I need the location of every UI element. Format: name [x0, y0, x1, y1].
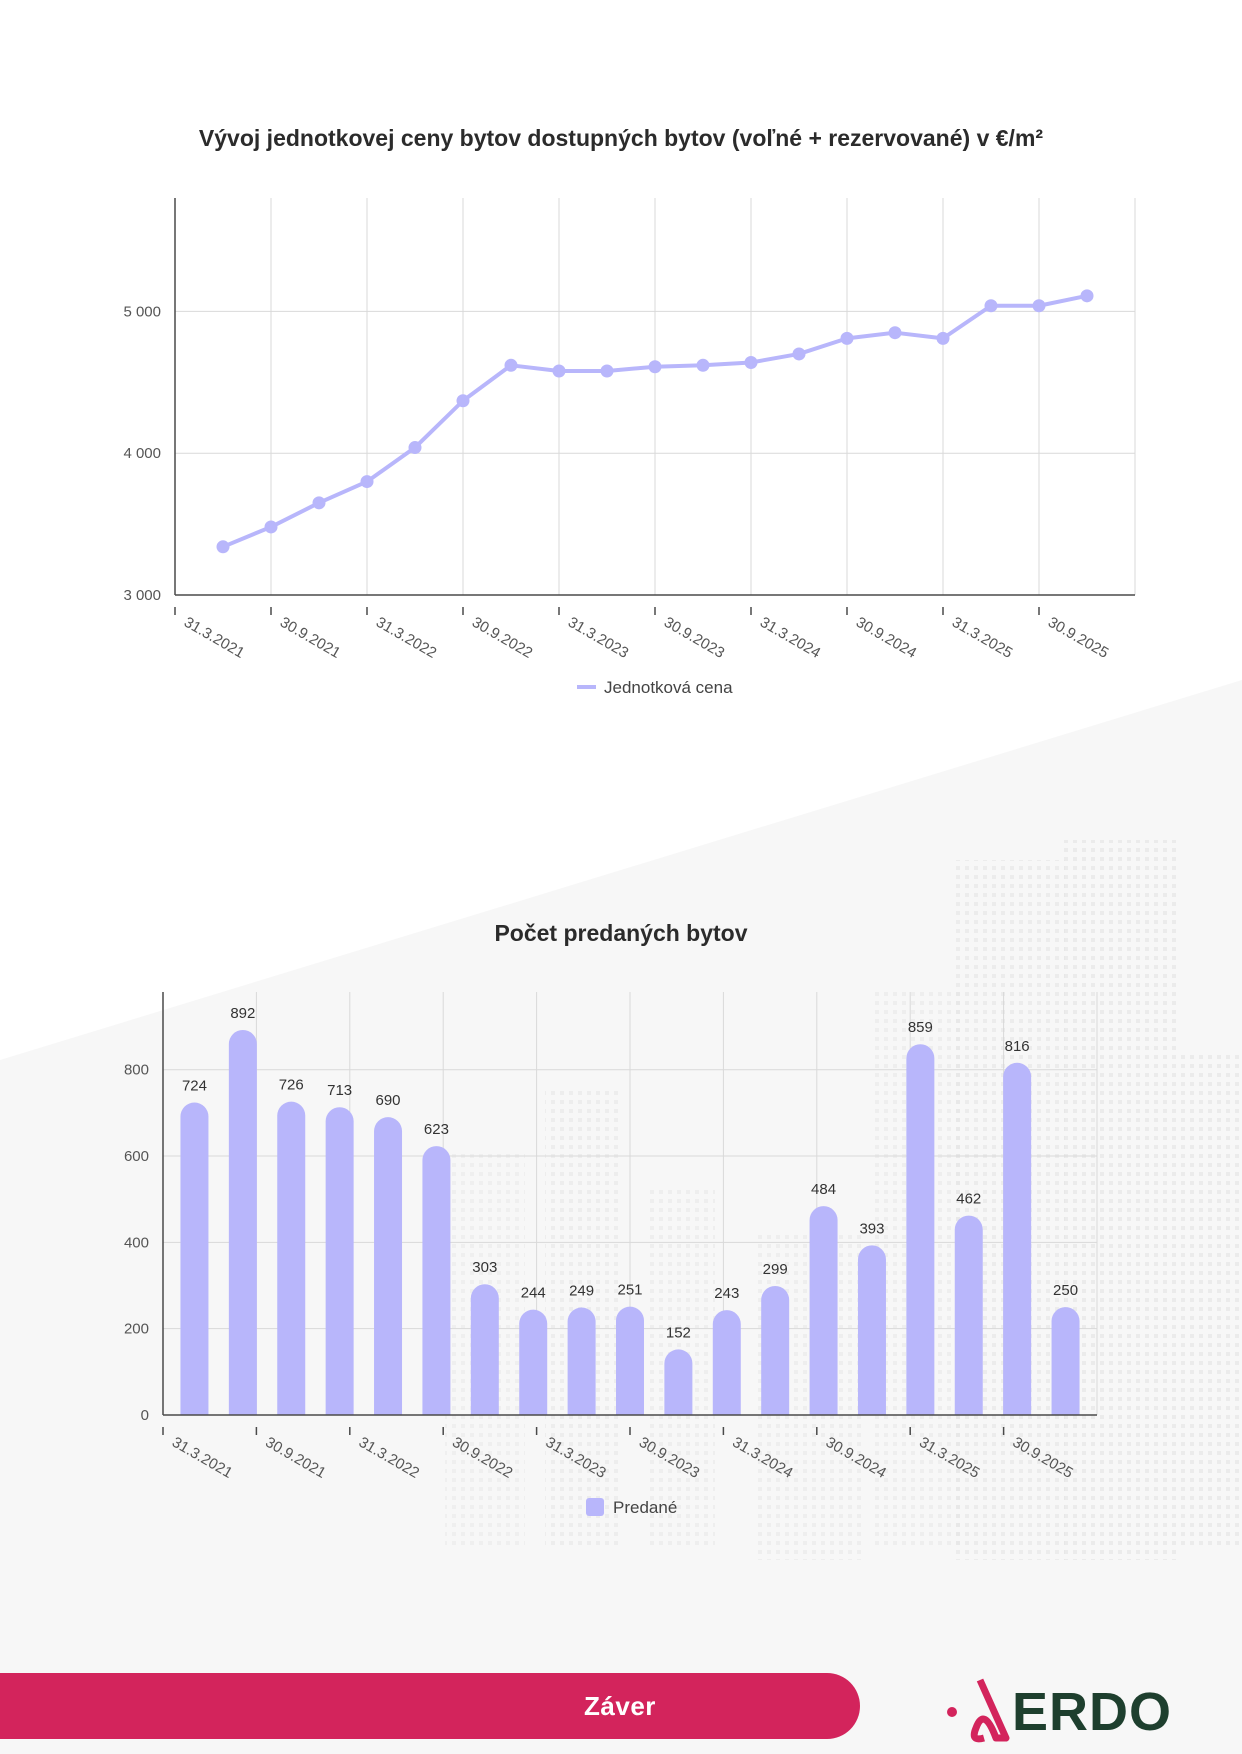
- bar: [712, 1310, 741, 1415]
- line-data-point: [840, 331, 854, 345]
- bar: [761, 1285, 790, 1415]
- bar: [664, 1349, 693, 1415]
- bar-chart-svg: 0 200 400 600 800 31.3.2021 30.9.2021 31.3.2022…: [124, 992, 1098, 1517]
- bar: [325, 1107, 354, 1415]
- bar-x-tick-label: 31.3.2021: [169, 1434, 235, 1482]
- bar-y-tick-label: 400: [124, 1234, 149, 1251]
- line-data-point: [696, 358, 710, 372]
- bar-value-label: 724: [182, 1077, 207, 1094]
- line-data-point: [744, 355, 758, 369]
- bar: [809, 1206, 838, 1415]
- bar-x-tick-label: 30.9.2022: [449, 1434, 515, 1482]
- line-data-point: [984, 299, 998, 313]
- bar: [616, 1306, 644, 1415]
- footer-section-banner[interactable]: Záver: [0, 1673, 860, 1739]
- line-data-point: [1080, 289, 1094, 303]
- line-chart-svg: 3 000 4 000 5 000 31.3.2021 30.9.2021 31.3.20…: [123, 198, 1136, 697]
- bar-y-tick-label: 200: [124, 1321, 149, 1338]
- bar-x-tick-label: 31.3.2022: [356, 1434, 422, 1482]
- line-x-tick-label: 30.9.2022: [469, 614, 535, 662]
- line-legend-label: Jednotková cena: [604, 678, 733, 697]
- bar: [1003, 1062, 1032, 1415]
- bar-x-tick-label: 31.3.2023: [543, 1434, 609, 1482]
- bar: [906, 1044, 935, 1415]
- bar-value-label: 892: [230, 1005, 255, 1022]
- bar: [422, 1146, 451, 1415]
- bar-chart-title: Počet predaných bytov: [494, 920, 748, 946]
- bar: [1051, 1307, 1080, 1415]
- bar-value-label: 243: [714, 1285, 739, 1302]
- erdo-logo-mark-icon: [947, 1678, 1010, 1743]
- bar: [374, 1117, 403, 1415]
- line-x-tick-label: 31.3.2024: [757, 614, 823, 662]
- erdo-logo: ERDO: [944, 1676, 1176, 1744]
- line-chart-title: Vývoj jednotkovej ceny bytov dostupných …: [198, 125, 1044, 151]
- line-data-point: [792, 347, 806, 361]
- line-x-tick-label: 31.3.2022: [373, 614, 439, 662]
- line-data-point: [216, 540, 230, 554]
- erdo-logo-text: ERDO: [1012, 1682, 1173, 1742]
- sales-bar-chart: Počet predaných bytov 0 200 400 600 800 31.3.…: [0, 890, 1242, 1530]
- line-y-tick-label: 4 000: [123, 445, 161, 462]
- bar-x-tick-label: 30.9.2025: [1010, 1434, 1076, 1482]
- bar-value-label: 816: [1005, 1038, 1030, 1055]
- bar-legend-swatch: [586, 1498, 604, 1516]
- bar-value-label: 393: [859, 1220, 884, 1237]
- line-data-point: [600, 364, 614, 378]
- bar: [470, 1284, 499, 1415]
- bar: [519, 1309, 548, 1415]
- bar-value-label: 250: [1053, 1282, 1078, 1299]
- bar-value-label: 152: [666, 1324, 691, 1341]
- line-data-point: [552, 364, 566, 378]
- line-y-tick-label: 5 000: [123, 303, 161, 320]
- bar-value-label: 303: [472, 1259, 497, 1276]
- line-data-point: [360, 475, 374, 489]
- bar: [857, 1245, 886, 1415]
- bar-y-tick-label: 0: [141, 1407, 149, 1424]
- bar-x-tick-label: 30.9.2023: [636, 1434, 702, 1482]
- line-data-point: [456, 394, 470, 408]
- bar-value-label: 713: [327, 1082, 352, 1099]
- bar: [180, 1102, 209, 1415]
- line-x-tick-label: 31.3.2025: [949, 614, 1015, 662]
- line-data-point: [408, 441, 422, 455]
- bar-x-tick-label: 30.9.2021: [262, 1434, 328, 1482]
- bar-value-label: 462: [956, 1191, 981, 1208]
- bar-value-label: 726: [279, 1077, 304, 1094]
- line-x-tick-label: 30.9.2023: [661, 614, 727, 662]
- bar-value-label: 859: [908, 1019, 933, 1036]
- price-line-chart: Vývoj jednotkovej ceny bytov dostupných …: [0, 100, 1242, 720]
- bar-x-tick-label: 31.3.2024: [729, 1434, 795, 1482]
- bar-value-label: 623: [424, 1121, 449, 1138]
- bar-value-label: 244: [521, 1285, 546, 1302]
- bar-x-tick-label: 31.3.2025: [916, 1434, 982, 1482]
- bar-value-label: 690: [376, 1092, 401, 1109]
- line-x-tick-label: 31.3.2023: [565, 614, 631, 662]
- line-x-tick-label: 31.3.2021: [181, 614, 247, 662]
- bar-y-tick-label: 800: [124, 1062, 149, 1079]
- line-y-tick-label: 3 000: [123, 587, 161, 604]
- line-x-tick-label: 30.9.2021: [277, 614, 343, 662]
- line-data-point: [888, 326, 902, 340]
- bar-y-tick-label: 600: [124, 1148, 149, 1165]
- line-x-tick-label: 30.9.2024: [853, 614, 919, 662]
- line-data-point: [1032, 299, 1046, 313]
- bar: [567, 1307, 596, 1415]
- bar-value-label: 299: [763, 1261, 788, 1278]
- line-data-point: [504, 358, 518, 372]
- line-data-point: [648, 360, 662, 374]
- bar: [228, 1029, 257, 1415]
- line-data-point: [936, 331, 950, 345]
- footer-section-label: Záver: [584, 1690, 656, 1721]
- bar: [277, 1101, 306, 1415]
- line-data-point: [264, 520, 278, 534]
- bar: [954, 1215, 983, 1415]
- bar-value-label: 251: [617, 1282, 642, 1299]
- bar-value-label: 249: [569, 1283, 594, 1300]
- bar-legend-label: Predané: [613, 1498, 677, 1517]
- line-x-tick-label: 30.9.2025: [1045, 614, 1111, 662]
- bar-x-tick-label: 30.9.2024: [823, 1434, 889, 1482]
- line-data-point: [312, 496, 326, 510]
- bar-value-label: 484: [811, 1181, 836, 1198]
